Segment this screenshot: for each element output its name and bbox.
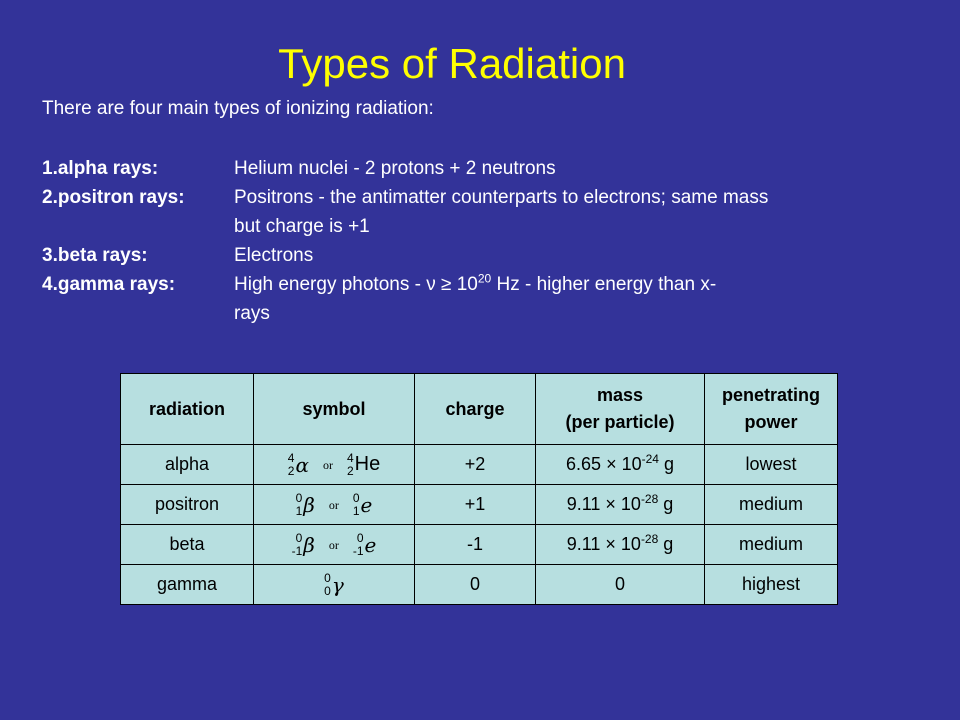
- table-row: positron 0 1 β or 0 1 e +1 9.11 × 10-28 g medi…: [120, 484, 838, 525]
- cell-radiation: beta: [120, 524, 254, 565]
- cell-charge: +1: [414, 484, 536, 525]
- cell-mass: 0: [535, 564, 705, 605]
- type-name: 4.gamma rays:: [42, 274, 176, 295]
- cell-charge: -1: [414, 524, 536, 565]
- cell-charge: 0: [414, 564, 536, 605]
- type-desc: Helium nuclei - 2 protons + 2 neutrons: [234, 158, 556, 179]
- type-desc: Electrons: [234, 245, 314, 266]
- cell-symbol: 4 2 α or 4 2 He: [253, 444, 415, 485]
- header-symbol: symbol: [253, 373, 415, 445]
- intro-text: There are four main types of ionizing ra…: [42, 98, 434, 119]
- cell-symbol: 0 -1 β or 0 -1 e: [253, 524, 415, 565]
- list-item: 3.beta rays: Electrons: [42, 241, 922, 270]
- radiation-types-list: 1.alpha rays: Helium nuclei - 2 protons …: [42, 154, 922, 328]
- table-row: beta 0 -1 β or 0 -1 e -1 9.11 × 10-28 g medium: [120, 524, 838, 565]
- list-item: 4.gamma rays: High energy photons - ν ≥ …: [42, 270, 922, 328]
- header-radiation: radiation: [120, 373, 254, 445]
- type-name: 2.positron rays:: [42, 187, 185, 208]
- cell-charge: +2: [414, 444, 536, 485]
- list-item: 1.alpha rays: Helium nuclei - 2 protons …: [42, 154, 922, 183]
- type-name: 3.beta rays:: [42, 245, 148, 266]
- cell-power: medium: [704, 484, 838, 525]
- nuclide-symbol: 0 -1 e: [352, 530, 377, 558]
- nuclide-symbol: 0 -1 β: [291, 530, 315, 558]
- cell-symbol: 0 1 β or 0 1 e: [253, 484, 415, 525]
- list-item: 2.positron rays: Positrons - the antimat…: [42, 183, 922, 241]
- nuclide-symbol: 4 2 He: [346, 450, 381, 478]
- cell-power: lowest: [704, 444, 838, 485]
- cell-radiation: alpha: [120, 444, 254, 485]
- cell-radiation: gamma: [120, 564, 254, 605]
- type-name: 1.alpha rays:: [42, 158, 159, 179]
- cell-radiation: positron: [120, 484, 254, 525]
- slide-title: Types of Radiation: [278, 40, 626, 87]
- cell-power: medium: [704, 524, 838, 565]
- cell-mass: 9.11 × 10-28 g: [535, 484, 705, 525]
- type-desc: Positrons - the antimatter counterparts …: [234, 187, 769, 237]
- cell-mass: 6.65 × 10-24 g: [535, 444, 705, 485]
- type-desc: High energy photons - ν ≥ 1020 Hz - high…: [234, 271, 717, 324]
- header-mass: mass (per particle): [535, 373, 705, 445]
- table-row: alpha 4 2 α or 4 2 He +2 6.65 × 10-24 g lowest: [120, 444, 838, 485]
- table-header-row: radiation symbol charge mass (per particl…: [120, 373, 838, 445]
- cell-mass: 9.11 × 10-28 g: [535, 524, 705, 565]
- cell-power: highest: [704, 564, 838, 605]
- header-charge: charge: [414, 373, 536, 445]
- header-penetrating-power: penetrating power: [704, 373, 838, 445]
- radiation-table: radiation symbol charge mass (per particl…: [120, 373, 838, 605]
